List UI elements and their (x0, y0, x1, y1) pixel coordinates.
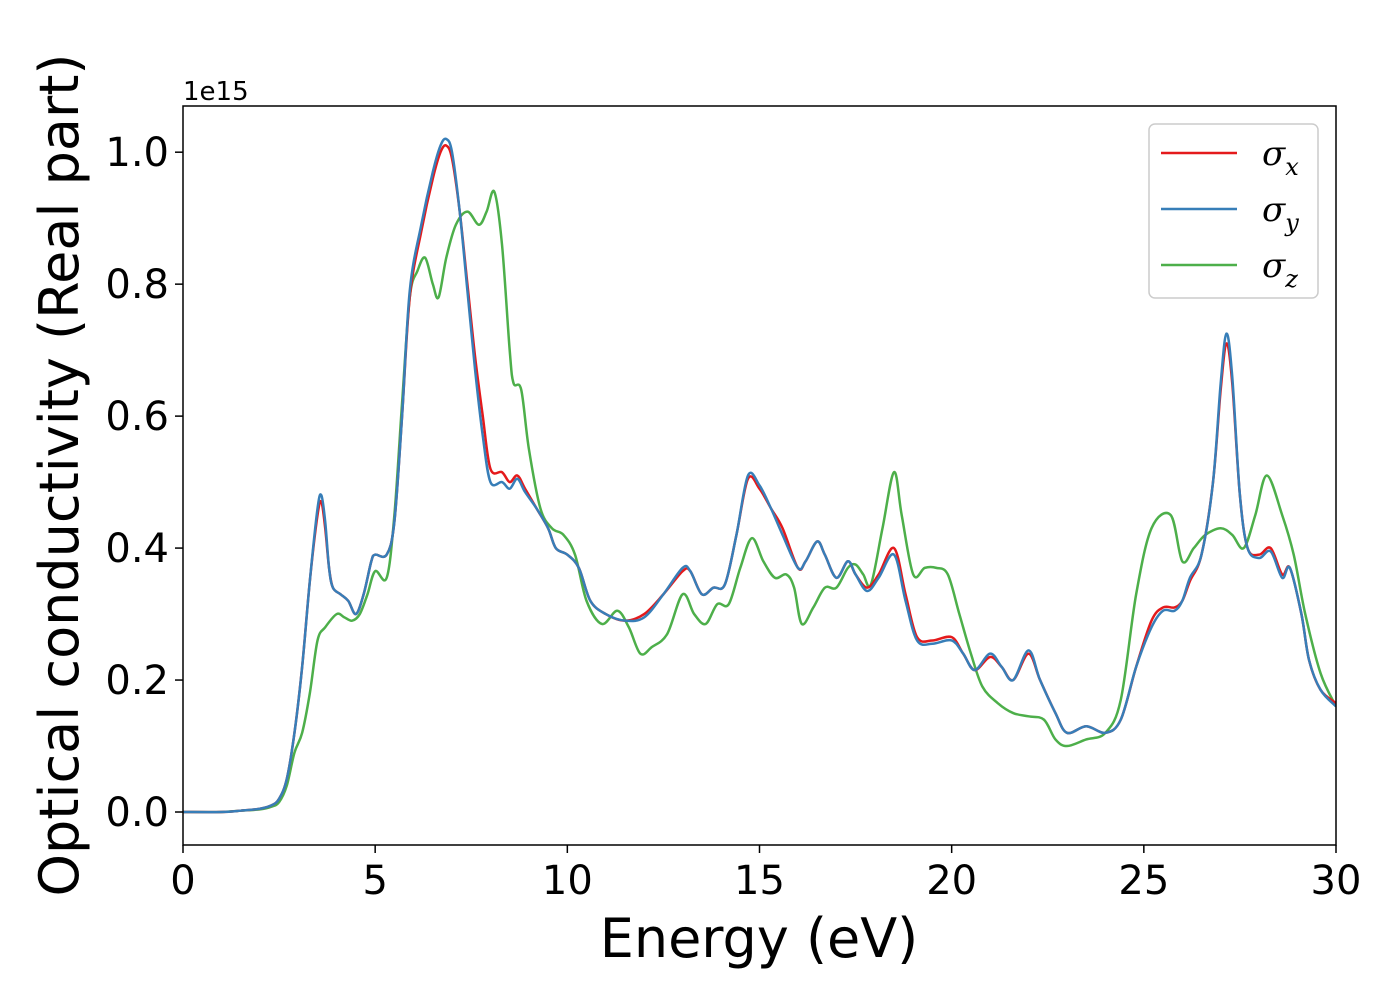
series-lines (183, 137, 1336, 814)
series-line-z (183, 189, 1336, 814)
x-axis-ticks: 0 5 10 15 20 25 30 (170, 845, 1361, 904)
y-axis-label: Optical conductivity (Real part) (28, 54, 91, 897)
series-line-y (183, 137, 1336, 814)
y-tick-label: 0.2 (105, 658, 169, 704)
legend-box (1148, 123, 1319, 299)
x-tick-label: 0 (170, 858, 195, 904)
x-tick-label: 30 (1311, 858, 1362, 904)
legend-subscript: y (1284, 209, 1299, 237)
y-axis-ticks: 0.0 0.2 0.4 0.6 0.8 1.0 (105, 130, 183, 836)
y-tick-label: 0.6 (105, 394, 169, 440)
x-tick-label: 15 (734, 858, 785, 904)
y-tick-label: 0.8 (105, 262, 169, 308)
x-tick-label: 20 (926, 858, 977, 904)
x-tick-label: 25 (1118, 858, 1169, 904)
x-tick-label: 5 (362, 858, 387, 904)
y-offset-label: 1e15 (183, 77, 249, 107)
y-tick-label: 1.0 (105, 130, 169, 176)
x-tick-label: 10 (542, 858, 593, 904)
y-tick-label: 0.0 (105, 790, 169, 836)
x-axis-label: Energy (eV) (600, 907, 919, 970)
legend-subscript: z (1284, 265, 1298, 293)
legend-subscript: x (1285, 153, 1299, 181)
y-tick-label: 0.4 (105, 526, 169, 572)
